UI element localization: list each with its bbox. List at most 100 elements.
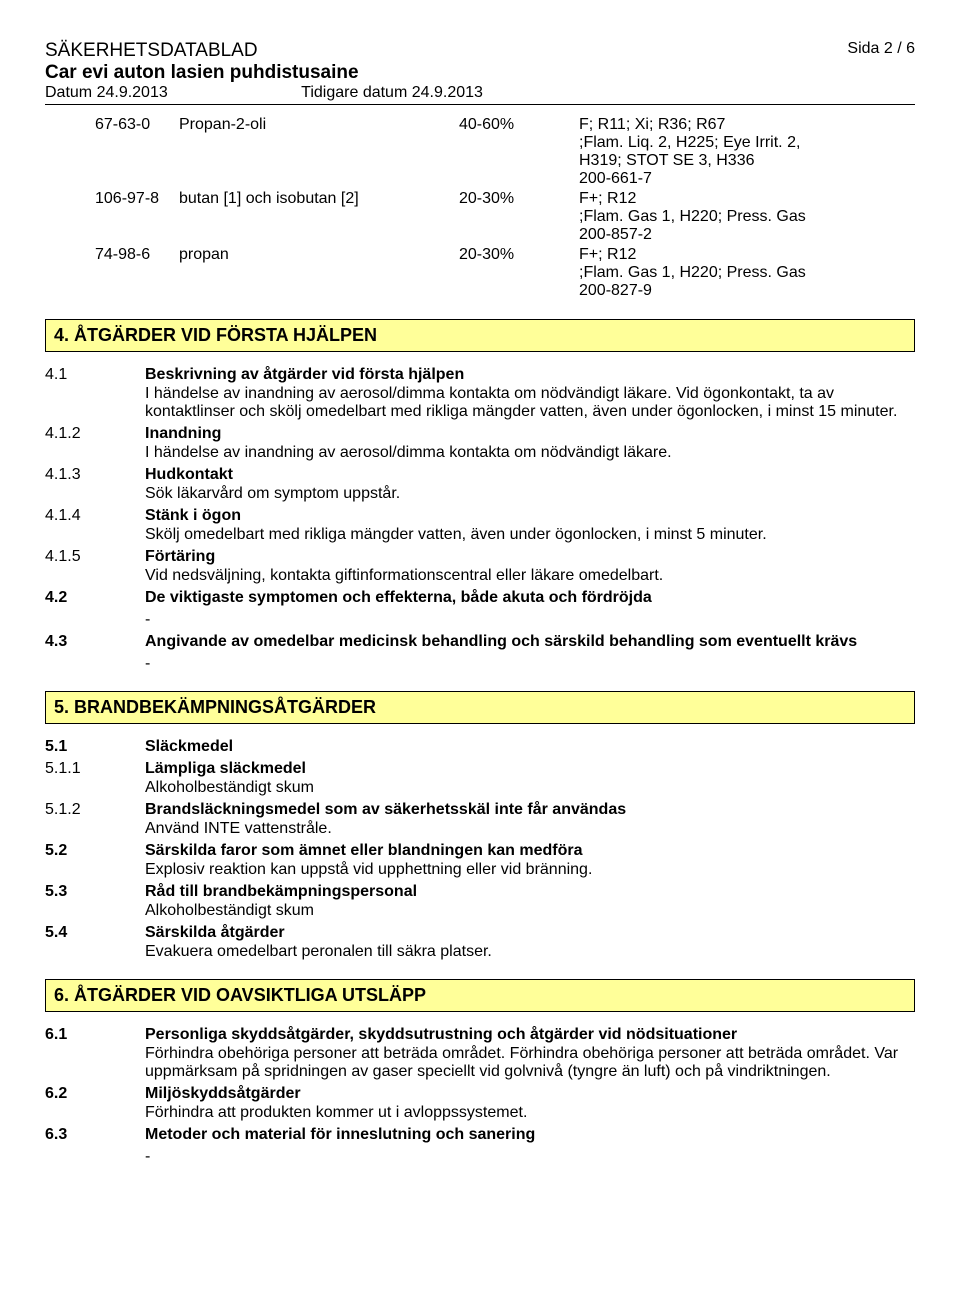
entry-text: Explosiv reaktion kan uppstå vid upphett… <box>145 861 915 879</box>
entry-heading: Särskilda åtgärder <box>145 924 915 942</box>
entry-heading: Lämpliga släckmedel <box>145 760 915 778</box>
name-cell: butan [1] och isobutan [2] <box>175 189 455 245</box>
pct-cell: 40-60% <box>455 115 575 189</box>
header-divider <box>45 104 915 105</box>
hazard-cell: F; R11; Xi; R36; R67 ;Flam. Liq. 2, H225… <box>575 115 915 189</box>
entry-text: Alkoholbeständigt skum <box>145 902 915 920</box>
date-row: Datum 24.9.2013 Tidigare datum 24.9.2013 <box>45 84 915 102</box>
entry-heading: Särskilda faror som ämnet eller blandnin… <box>145 842 915 860</box>
hazard-line: 200-827-9 <box>579 282 911 300</box>
section-4-header: 4. ÅTGÄRDER VID FÖRSTA HJÄLPEN <box>45 319 915 352</box>
entry-num: 5.3 <box>45 883 145 920</box>
entry-body: Särskilda åtgärder Evakuera omedelbart p… <box>145 924 915 961</box>
entry-num: 4.3 <box>45 633 145 651</box>
entry-num: 4.1 <box>45 366 145 421</box>
table-row: 67-63-0 Propan-2-oli 40-60% F; R11; Xi; … <box>45 115 915 189</box>
entry-heading: Hudkontakt <box>145 466 915 484</box>
entry-heading: Stänk i ögon <box>145 507 915 525</box>
entry-5-4: 5.4 Särskilda åtgärder Evakuera omedelba… <box>45 924 915 961</box>
entry-4-1-2: 4.1.2 Inandning I händelse av inandning … <box>45 425 915 462</box>
entry-body: Miljöskyddsåtgärder Förhindra att produk… <box>145 1085 915 1122</box>
entry-num: 4.1.5 <box>45 548 145 585</box>
prev-date-label: Tidigare datum 24.9.2013 <box>301 84 483 101</box>
hazard-line: ;Flam. Liq. 2, H225; Eye Irrit. 2, <box>579 134 911 152</box>
hazard-line: F+; R12 <box>579 246 911 264</box>
entry-4-2: 4.2 De viktigaste symptomen och effekter… <box>45 589 915 607</box>
entry-6-2: 6.2 Miljöskyddsåtgärder Förhindra att pr… <box>45 1085 915 1122</box>
name-cell: Propan-2-oli <box>175 115 455 189</box>
entry-heading: Personliga skyddsåtgärder, skyddsutrustn… <box>145 1026 915 1044</box>
entry-body: Särskilda faror som ämnet eller blandnin… <box>145 842 915 879</box>
entry-text: Förhindra att produkten kommer ut i avlo… <box>145 1104 915 1122</box>
pct-cell: 20-30% <box>455 245 575 301</box>
entry-num: 4.1.4 <box>45 507 145 544</box>
hazard-cell: F+; R12 ;Flam. Gas 1, H220; Press. Gas 2… <box>575 189 915 245</box>
ingredients-table: 67-63-0 Propan-2-oli 40-60% F; R11; Xi; … <box>45 115 915 301</box>
hazard-line: 200-857-2 <box>579 226 911 244</box>
entry-body: Personliga skyddsåtgärder, skyddsutrustn… <box>145 1026 915 1081</box>
dash-6-3: - <box>145 1148 915 1166</box>
entry-heading: Miljöskyddsåtgärder <box>145 1085 915 1103</box>
entry-num: 5.4 <box>45 924 145 961</box>
cas-cell: 67-63-0 <box>45 115 175 189</box>
entry-4-1-5: 4.1.5 Förtäring Vid nedsväljning, kontak… <box>45 548 915 585</box>
entry-body: Brandsläckningsmedel som av säkerhetsskä… <box>145 801 915 838</box>
entry-body: Stänk i ögon Skölj omedelbart med riklig… <box>145 507 915 544</box>
entry-body: Inandning I händelse av inandning av aer… <box>145 425 915 462</box>
entry-heading: Metoder och material för inneslutning oc… <box>145 1126 915 1144</box>
entry-num: 5.2 <box>45 842 145 879</box>
product-name: Car evi auton lasien puhdistusaine <box>45 62 915 84</box>
entry-4-3: 4.3 Angivande av omedelbar medicinsk beh… <box>45 633 915 651</box>
entry-text: Evakuera omedelbart peronalen till säkra… <box>145 943 915 961</box>
entry-text: Vid nedsväljning, kontakta giftinformati… <box>145 567 915 585</box>
table-row: 74-98-6 propan 20-30% F+; R12 ;Flam. Gas… <box>45 245 915 301</box>
entry-num: 5.1.2 <box>45 801 145 838</box>
pct-cell: 20-30% <box>455 189 575 245</box>
entry-4-1-3: 4.1.3 Hudkontakt Sök läkarvård om sympto… <box>45 466 915 503</box>
hazard-line: F; R11; Xi; R36; R67 <box>579 116 911 134</box>
entry-heading: Brandsläckningsmedel som av säkerhetsskä… <box>145 801 915 819</box>
entry-5-2: 5.2 Särskilda faror som ämnet eller blan… <box>45 842 915 879</box>
entry-heading: Råd till brandbekämpningspersonal <box>145 883 915 901</box>
dash-4-2: - <box>145 611 915 629</box>
hazard-cell: F+; R12 ;Flam. Gas 1, H220; Press. Gas 2… <box>575 245 915 301</box>
entry-text: Förhindra obehöriga personer att beträda… <box>145 1045 915 1081</box>
entry-text: Använd INTE vattenstråle. <box>145 820 915 838</box>
entry-text: Sök läkarvård om symptom uppstår. <box>145 485 915 503</box>
entry-num: 6.2 <box>45 1085 145 1122</box>
table-row: 106-97-8 butan [1] och isobutan [2] 20-3… <box>45 189 915 245</box>
dash-4-3: - <box>145 655 915 673</box>
entry-heading: Förtäring <box>145 548 915 566</box>
entry-text: Alkoholbeständigt skum <box>145 779 915 797</box>
entry-num: 4.1.2 <box>45 425 145 462</box>
page-number: Sida 2 / 6 <box>847 40 915 58</box>
date-label: Datum 24.9.2013 <box>45 84 297 102</box>
entry-heading: Inandning <box>145 425 915 443</box>
entry-5-1: 5.1 Släckmedel <box>45 738 915 756</box>
name-cell: propan <box>175 245 455 301</box>
entry-4-1: 4.1 Beskrivning av åtgärder vid första h… <box>45 366 915 421</box>
doc-title: SÄKERHETSDATABLAD <box>45 40 258 62</box>
entry-num: 5.1 <box>45 738 145 756</box>
entry-text: I händelse av inandning av aerosol/dimma… <box>145 444 915 462</box>
hazard-line: 200-661-7 <box>579 170 911 188</box>
entry-heading: Släckmedel <box>145 738 915 756</box>
cas-cell: 74-98-6 <box>45 245 175 301</box>
entry-num: 4.2 <box>45 589 145 607</box>
hazard-line: F+; R12 <box>579 190 911 208</box>
entry-body: Förtäring Vid nedsväljning, kontakta gif… <box>145 548 915 585</box>
entry-6-3: 6.3 Metoder och material för inneslutnin… <box>45 1126 915 1144</box>
entry-num: 6.3 <box>45 1126 145 1144</box>
entry-heading: De viktigaste symptomen och effekterna, … <box>145 589 915 607</box>
entry-text: Skölj omedelbart med rikliga mängder vat… <box>145 526 915 544</box>
entry-heading: Angivande av omedelbar medicinsk behandl… <box>145 633 915 651</box>
entry-num: 6.1 <box>45 1026 145 1081</box>
entry-body: Hudkontakt Sök läkarvård om symptom upps… <box>145 466 915 503</box>
entry-4-1-4: 4.1.4 Stänk i ögon Skölj omedelbart med … <box>45 507 915 544</box>
entry-body: Råd till brandbekämpningspersonal Alkoho… <box>145 883 915 920</box>
entry-5-3: 5.3 Råd till brandbekämpningspersonal Al… <box>45 883 915 920</box>
header-row: SÄKERHETSDATABLAD Sida 2 / 6 <box>45 40 915 62</box>
hazard-line: H319; STOT SE 3, H336 <box>579 152 911 170</box>
cas-cell: 106-97-8 <box>45 189 175 245</box>
entry-heading: Beskrivning av åtgärder vid första hjälp… <box>145 366 915 384</box>
